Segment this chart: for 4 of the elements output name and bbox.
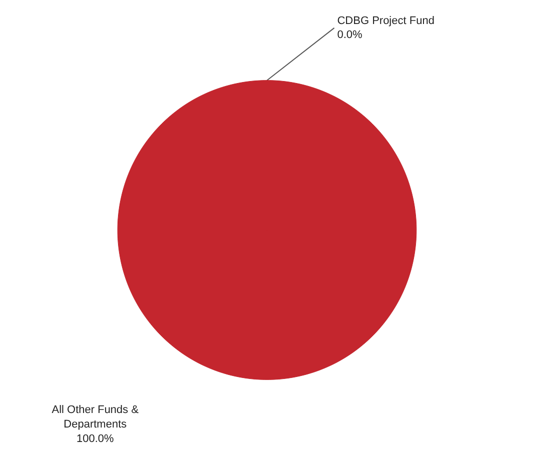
slice-label: All Other Funds & Departments — [52, 404, 140, 431]
text: 0.0% — [337, 29, 362, 42]
category-label: CDBG Project Fund — [337, 14, 434, 27]
data-label: 100.0% — [76, 432, 114, 445]
